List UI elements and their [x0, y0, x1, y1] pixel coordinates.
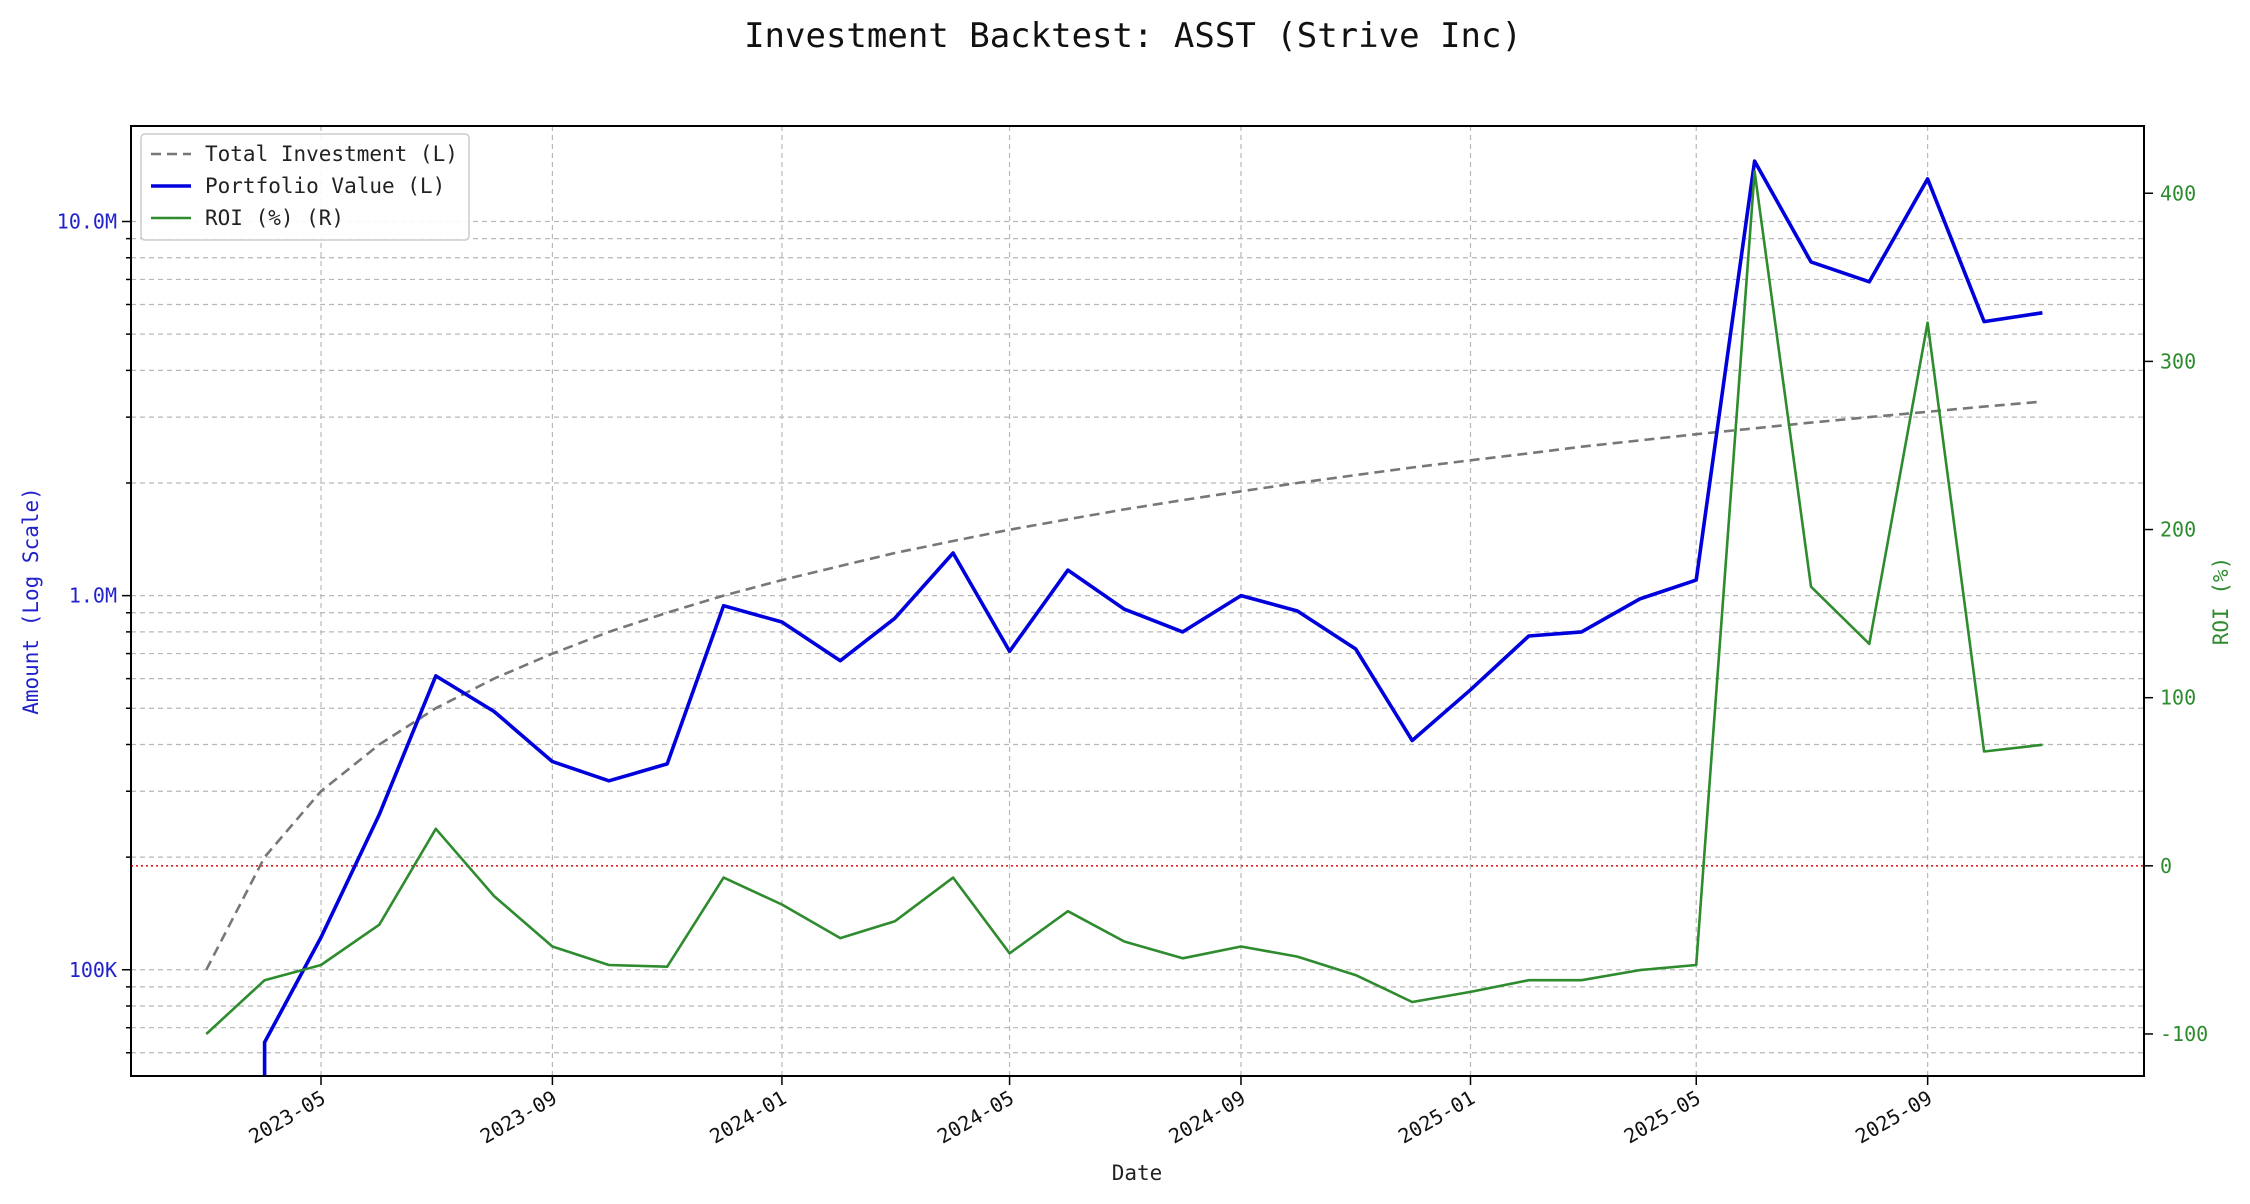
right-tick-label: -100 [2160, 1022, 2208, 1046]
x-tick-label: 2024-05 [933, 1086, 1018, 1149]
series-line-2 [205, 170, 2043, 1035]
right-tick-label: 200 [2160, 518, 2196, 542]
left-tick-label: 1.0M [69, 584, 117, 608]
legend-label-0: Total Investment (L) [205, 142, 458, 166]
x-tick-label: 2025-05 [1620, 1086, 1705, 1149]
left-tick-label: 100K [69, 958, 117, 982]
plot-frame [130, 125, 2145, 1077]
right-tick-label: 100 [2160, 686, 2196, 710]
grid-layer [131, 126, 2144, 1076]
right-tick-label: 300 [2160, 349, 2196, 373]
left-tick-label: 10.0M [57, 210, 117, 234]
right-tick-label: 400 [2160, 181, 2196, 205]
series-layer [131, 159, 2144, 1076]
x-tick-label: 2024-09 [1164, 1086, 1249, 1149]
x-axis-label: Date [1112, 1161, 1163, 1185]
axes-layer: 100K 1.0M 10.0M 2023-05 2023-09 2024-01 2024-0… [57, 181, 2208, 1148]
series-line-0 [205, 400, 2043, 971]
right-tick-label: 0 [2160, 854, 2172, 878]
series-line-1 [262, 159, 2043, 1076]
y-axis-right-label: ROI (%) [2209, 557, 2233, 646]
x-tick-label: 2023-09 [476, 1086, 561, 1149]
x-tick-label: 2025-01 [1394, 1086, 1479, 1149]
legend-label-1: Portfolio Value (L) [205, 174, 445, 198]
y-axis-left-label: Amount (Log Scale) [19, 487, 43, 715]
legend-box [140, 133, 470, 241]
chart-title: Investment Backtest: ASST (Strive Inc) [744, 16, 1522, 56]
x-tick-label: 2023-05 [245, 1086, 330, 1149]
x-tick-label: 2025-09 [1851, 1086, 1936, 1149]
x-tick-label: 2024-01 [705, 1086, 790, 1149]
legend-label-2: ROI (%) (R) [205, 206, 344, 230]
legend: Total Investment (L) Portfolio Value (L) R… [140, 133, 470, 241]
